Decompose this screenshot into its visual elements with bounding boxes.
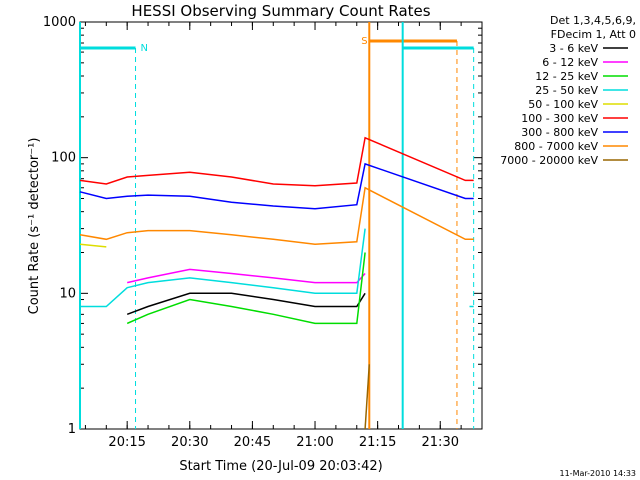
y-tick-label: 1000 xyxy=(43,15,76,30)
x-ticks: 20:15 20:30 20:45 21:00 21:15 21:30 xyxy=(84,22,462,450)
y-tick-label: 1 xyxy=(68,422,76,437)
footer-timestamp: 11-Mar-2010 14:33 xyxy=(560,469,637,478)
legend-label: 100 - 300 keV xyxy=(521,112,598,125)
series-line-5 xyxy=(79,136,474,187)
overlays: NS xyxy=(79,22,475,429)
legend-label: 300 - 800 keV xyxy=(521,126,598,139)
y-tick-label: 100 xyxy=(51,151,76,166)
series-line-4 xyxy=(79,243,107,248)
y-axis-label: Count Rate (s⁻¹ detector⁻¹) xyxy=(27,138,42,315)
plot-area: 1 10 100 1000 20:15 20:30 20:45 21:00 21:15 21:3… xyxy=(43,15,483,450)
y-ticks: 1 10 100 1000 xyxy=(43,15,482,437)
legend-header-line-2: FDecim 1, Att 0 xyxy=(551,28,636,41)
series-layer xyxy=(79,136,474,430)
legend-label: 7000 - 20000 keV xyxy=(500,154,598,167)
x-axis-label: Start Time (20-Jul-09 20:03:42) xyxy=(179,459,382,474)
legend-label: 25 - 50 keV xyxy=(535,84,598,97)
night-label: N xyxy=(141,43,148,54)
x-tick-label: 21:15 xyxy=(359,435,396,450)
series-line-2 xyxy=(126,252,366,325)
x-tick-label: 20:30 xyxy=(171,435,208,450)
series-line-8 xyxy=(364,364,371,430)
x-tick-label: 21:30 xyxy=(422,435,459,450)
x-tick-label: 20:45 xyxy=(234,435,271,450)
y-tick-label: 10 xyxy=(59,286,76,301)
legend-label: 800 - 7000 keV xyxy=(514,140,598,153)
legend-label: 12 - 25 keV xyxy=(535,70,598,83)
legend-header-line-1: Det 1,3,4,5,6,9, xyxy=(550,14,636,27)
saa-label: S xyxy=(361,36,367,47)
chart-title: HESSI Observing Summary Count Rates xyxy=(131,2,430,20)
x-tick-label: 20:15 xyxy=(108,435,145,450)
series-line-3 xyxy=(80,228,474,308)
legend-label: 3 - 6 keV xyxy=(549,42,598,55)
x-tick-label: 21:00 xyxy=(296,435,333,450)
plot-frame xyxy=(79,21,483,430)
series-line-0 xyxy=(126,292,366,316)
series-line-6 xyxy=(79,162,474,210)
series-line-7 xyxy=(79,186,474,246)
legend: Det 1,3,4,5,6,9, FDecim 1, Att 0 3 - 6 k… xyxy=(500,14,636,167)
legend-label: 50 - 100 keV xyxy=(528,98,598,111)
series-line-1 xyxy=(127,268,366,284)
legend-label: 6 - 12 keV xyxy=(542,56,598,69)
